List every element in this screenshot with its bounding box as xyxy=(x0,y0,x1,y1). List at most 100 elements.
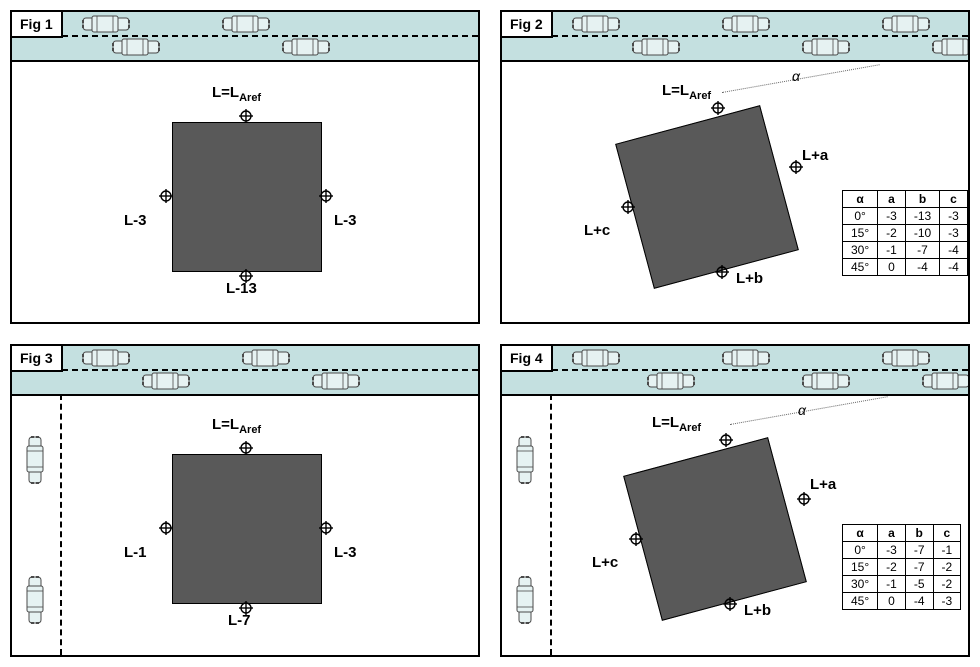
road-centerline xyxy=(12,35,478,37)
car-icon xyxy=(882,349,930,367)
car-icon xyxy=(142,372,190,390)
figure-grid: Fig 1L=LArefL-3L-3L-13 Fig 2αL=LArefL+aL… xyxy=(10,10,970,657)
microphone-icon xyxy=(789,160,803,174)
table-cell: -2 xyxy=(933,558,961,575)
table-cell: -7 xyxy=(905,558,933,575)
table-row: 30°-1-5-2 xyxy=(843,575,961,592)
microphone-icon xyxy=(159,521,173,535)
measurement-label: L=LAref xyxy=(212,416,261,436)
car-icon xyxy=(516,436,534,484)
table-cell: -4 xyxy=(905,592,933,609)
microphone-icon xyxy=(629,532,643,546)
table-cell: -2 xyxy=(878,558,906,575)
microphone-icon xyxy=(711,101,725,115)
measurement-label: L=LAref xyxy=(212,84,261,104)
panel-fig4: Fig 4αL=LArefL+aL+cL+bαabc0°-3-7-115°-2-… xyxy=(500,344,970,658)
car-icon xyxy=(26,576,44,624)
alpha-label: α xyxy=(798,402,806,418)
table-cell: -3 xyxy=(940,225,968,242)
microphone-icon xyxy=(159,189,173,203)
measurement-label: L+b xyxy=(744,602,771,619)
car-icon xyxy=(922,372,970,390)
table-header: b xyxy=(905,524,933,541)
table-cell: 30° xyxy=(843,242,878,259)
car-icon xyxy=(82,15,130,33)
table-cell: -10 xyxy=(905,225,939,242)
table-cell: -4 xyxy=(940,259,968,276)
figure-label: Fig 1 xyxy=(12,12,63,38)
table-row: 15°-2-7-2 xyxy=(843,558,961,575)
angle-line xyxy=(730,396,888,425)
alpha-table: αabc0°-3-7-115°-2-7-230°-1-5-245°0-4-3 xyxy=(842,524,961,610)
measurement-label: L-1 xyxy=(124,544,147,561)
microphone-icon xyxy=(239,441,253,455)
microphone-icon xyxy=(715,265,729,279)
car-icon xyxy=(802,38,850,56)
microphone-icon xyxy=(723,597,737,611)
table-cell: 0 xyxy=(878,592,906,609)
measurement-label: L-3 xyxy=(124,212,147,229)
table-header: α xyxy=(843,191,878,208)
measurement-label: L-3 xyxy=(334,544,357,561)
measurement-label: L-13 xyxy=(226,280,257,297)
table-cell: 45° xyxy=(843,592,878,609)
table-header: a xyxy=(878,191,906,208)
building xyxy=(615,105,799,289)
car-icon xyxy=(516,576,534,624)
table-cell: -1 xyxy=(933,541,961,558)
table-cell: 0° xyxy=(843,541,878,558)
microphone-icon xyxy=(719,433,733,447)
car-icon xyxy=(632,38,680,56)
table-cell: -7 xyxy=(905,541,933,558)
panel-fig3: Fig 3L=LArefL-1L-3L-7 xyxy=(10,344,480,658)
road-centerline xyxy=(502,35,968,37)
building xyxy=(623,437,807,621)
panel-fig2: Fig 2αL=LArefL+aL+cL+bαabc0°-3-13-315°-2… xyxy=(500,10,970,324)
figure-label: Fig 4 xyxy=(502,346,553,372)
car-icon xyxy=(222,15,270,33)
table-cell: -5 xyxy=(905,575,933,592)
table-row: 15°-2-10-3 xyxy=(843,225,968,242)
car-icon xyxy=(242,349,290,367)
table-cell: 30° xyxy=(843,575,878,592)
panel-fig1: Fig 1 L=LAref L-3 L-3 L-13 xyxy=(10,10,480,324)
measurement-label: L+c xyxy=(584,222,610,239)
table-row: 45°0-4-3 xyxy=(843,592,961,609)
measurement-label: L-7 xyxy=(228,612,251,629)
table-cell: -13 xyxy=(905,208,939,225)
table-row: 45°0-4-4 xyxy=(843,259,968,276)
table-cell: -4 xyxy=(905,259,939,276)
table-cell: -4 xyxy=(940,242,968,259)
car-icon xyxy=(572,349,620,367)
microphone-icon xyxy=(621,200,635,214)
building xyxy=(172,454,322,604)
car-icon xyxy=(312,372,360,390)
microphone-icon xyxy=(319,521,333,535)
road-centerline xyxy=(502,369,968,371)
alpha-label: α xyxy=(792,68,800,84)
table-header: b xyxy=(905,191,939,208)
car-icon xyxy=(882,15,930,33)
measurement-label: L+c xyxy=(592,554,618,571)
table-row: 0°-3-7-1 xyxy=(843,541,961,558)
table-header: α xyxy=(843,524,878,541)
car-icon xyxy=(802,372,850,390)
table-cell: 0 xyxy=(878,259,906,276)
table-cell: -7 xyxy=(905,242,939,259)
alpha-table: αabc0°-3-13-315°-2-10-330°-1-7-445°0-4-4 xyxy=(842,190,968,276)
table-header: c xyxy=(933,524,961,541)
measurement-label: L=LAref xyxy=(662,82,711,102)
measurement-label: L+a xyxy=(810,476,836,493)
car-icon xyxy=(282,38,330,56)
car-icon xyxy=(82,349,130,367)
microphone-icon xyxy=(797,492,811,506)
measurement-label: L-3 xyxy=(334,212,357,229)
microphone-icon xyxy=(239,109,253,123)
table-cell: -2 xyxy=(878,225,906,242)
table-header: a xyxy=(878,524,906,541)
car-icon xyxy=(722,15,770,33)
car-icon xyxy=(26,436,44,484)
table-cell: -3 xyxy=(940,208,968,225)
table-cell: -1 xyxy=(878,575,906,592)
table-cell: -1 xyxy=(878,242,906,259)
